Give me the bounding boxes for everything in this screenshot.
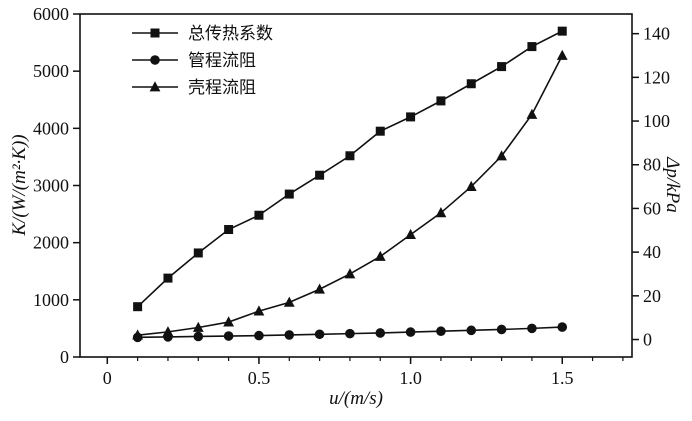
circle-marker xyxy=(436,326,446,337)
triangle-marker xyxy=(374,250,386,261)
left-tick-label: 0 xyxy=(60,347,69,367)
square-marker xyxy=(406,112,416,122)
right-axis-title: Δp/kPa xyxy=(662,157,683,213)
triangle-marker xyxy=(253,305,265,316)
square-marker xyxy=(497,62,507,72)
square-marker xyxy=(315,170,325,180)
triangle-marker xyxy=(223,316,235,327)
circle-marker xyxy=(375,328,386,338)
triangle-marker xyxy=(556,49,568,60)
left-axis-title: K/(W/(m²·K)) xyxy=(9,134,30,236)
left-tick-label: 5000 xyxy=(33,61,69,81)
x-tick-label: 0.5 xyxy=(248,368,271,388)
square-marker xyxy=(254,210,264,220)
legend-item xyxy=(132,28,178,38)
triangle-marker xyxy=(314,283,326,294)
triangle-marker xyxy=(132,329,144,340)
circle-marker xyxy=(193,331,204,342)
right-tick-label: 20 xyxy=(643,286,661,306)
square-marker xyxy=(193,248,203,258)
triangle-marker xyxy=(162,326,174,337)
series-square xyxy=(133,26,567,312)
triangle-marker xyxy=(526,108,538,119)
series-line xyxy=(137,30,563,308)
circle-marker xyxy=(223,331,234,341)
right-tick-label: 100 xyxy=(643,111,670,131)
triangle-marker xyxy=(149,81,161,92)
left-tick-label: 3000 xyxy=(33,176,69,196)
square-marker xyxy=(375,126,385,136)
right-tick-label: 0 xyxy=(643,330,652,350)
legend-item xyxy=(132,81,178,92)
left-tick-label: 4000 xyxy=(33,118,69,138)
triangle-marker xyxy=(435,207,447,218)
square-marker xyxy=(224,225,234,235)
circle-marker xyxy=(284,330,295,340)
square-marker xyxy=(133,302,143,312)
circle-marker xyxy=(345,328,355,339)
triangle-marker xyxy=(192,321,204,332)
triangle-marker xyxy=(465,180,477,191)
right-tick-label: 80 xyxy=(643,155,661,175)
circle-marker xyxy=(254,330,264,341)
square-marker xyxy=(150,28,160,38)
right-tick-label: 140 xyxy=(643,24,670,44)
circle-marker xyxy=(405,327,416,337)
x-axis-title: u/(m/s) xyxy=(329,388,383,409)
left-tick-label: 1000 xyxy=(33,290,69,310)
legend-label: 总传热系数 xyxy=(188,24,273,44)
square-marker xyxy=(557,26,567,36)
square-marker xyxy=(466,79,476,89)
legend-label: 管程流阻 xyxy=(188,51,256,71)
triangle-marker xyxy=(496,150,507,161)
circle-marker xyxy=(557,322,568,332)
circle-marker xyxy=(527,323,537,334)
square-marker xyxy=(436,96,446,106)
triangle-marker xyxy=(283,296,295,307)
series-triangle xyxy=(132,49,568,340)
square-marker xyxy=(527,42,537,52)
circle-marker xyxy=(314,329,325,340)
legend-label: 壳程流阻 xyxy=(188,78,256,98)
x-tick-label: 1.0 xyxy=(399,368,422,388)
left-tick-label: 6000 xyxy=(33,4,69,24)
left-tick-label: 2000 xyxy=(33,233,69,253)
legend-item xyxy=(132,55,178,65)
right-tick-label: 120 xyxy=(643,67,670,87)
right-tick-label: 40 xyxy=(643,242,661,262)
x-tick-label: 0 xyxy=(103,368,112,388)
triangle-marker xyxy=(405,228,416,240)
square-marker xyxy=(163,273,173,283)
x-tick-label: 1.5 xyxy=(551,368,574,388)
circle-marker xyxy=(150,55,160,65)
square-marker xyxy=(284,189,294,199)
plot-frame xyxy=(79,13,633,358)
square-marker xyxy=(345,151,355,161)
right-tick-label: 60 xyxy=(643,198,661,218)
circle-marker xyxy=(496,324,507,335)
triangle-marker xyxy=(344,268,356,279)
circle-marker xyxy=(466,325,477,336)
